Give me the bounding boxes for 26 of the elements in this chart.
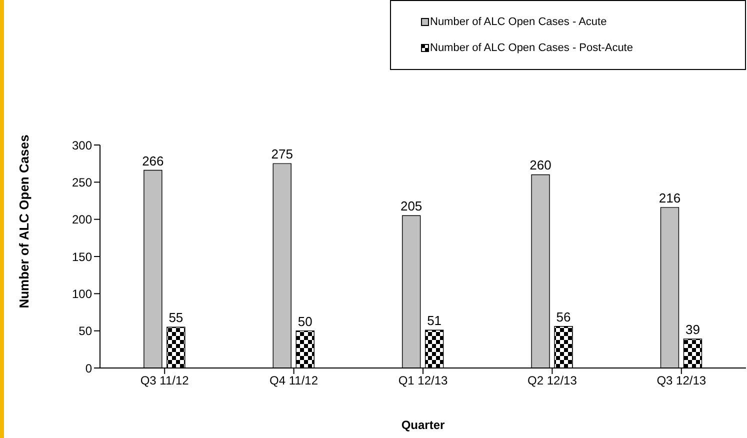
data-label: 39 xyxy=(685,322,700,338)
data-label: 50 xyxy=(298,314,312,329)
y-tick-label: 50 xyxy=(78,324,92,338)
y-tick-label: 200 xyxy=(72,212,92,227)
x-tick-label: Q4 11/12 xyxy=(270,374,318,388)
x-tick-label: Q3 12/13 xyxy=(656,374,706,388)
data-label: 51 xyxy=(427,313,442,328)
data-label: 56 xyxy=(556,309,571,324)
y-axis-title: Number of ALC Open Cases xyxy=(16,134,32,308)
x-tick-label: Q3 11/12 xyxy=(140,374,190,388)
x-tick-label: Q2 12/13 xyxy=(528,374,578,388)
data-label: 266 xyxy=(142,153,164,168)
x-tick-label: Q1 12/13 xyxy=(398,374,448,388)
y-tick-label: 150 xyxy=(72,250,92,264)
x-axis-title: Quarter xyxy=(400,418,446,432)
y-tick-label: 300 xyxy=(72,138,92,152)
legend-label: Number of ALC Open Cases - Post-Acute xyxy=(430,42,633,54)
y-tick-label: 100 xyxy=(72,286,92,301)
data-label: 55 xyxy=(168,310,184,326)
legend-label: Number of ALC Open Cases - Acute xyxy=(430,16,607,28)
data-label: 275 xyxy=(271,146,293,162)
data-label: 260 xyxy=(530,158,552,173)
y-tick-label: 0 xyxy=(85,361,92,376)
data-label: 205 xyxy=(400,198,422,214)
y-tick-label: 250 xyxy=(72,175,92,190)
data-label: 216 xyxy=(658,190,681,206)
